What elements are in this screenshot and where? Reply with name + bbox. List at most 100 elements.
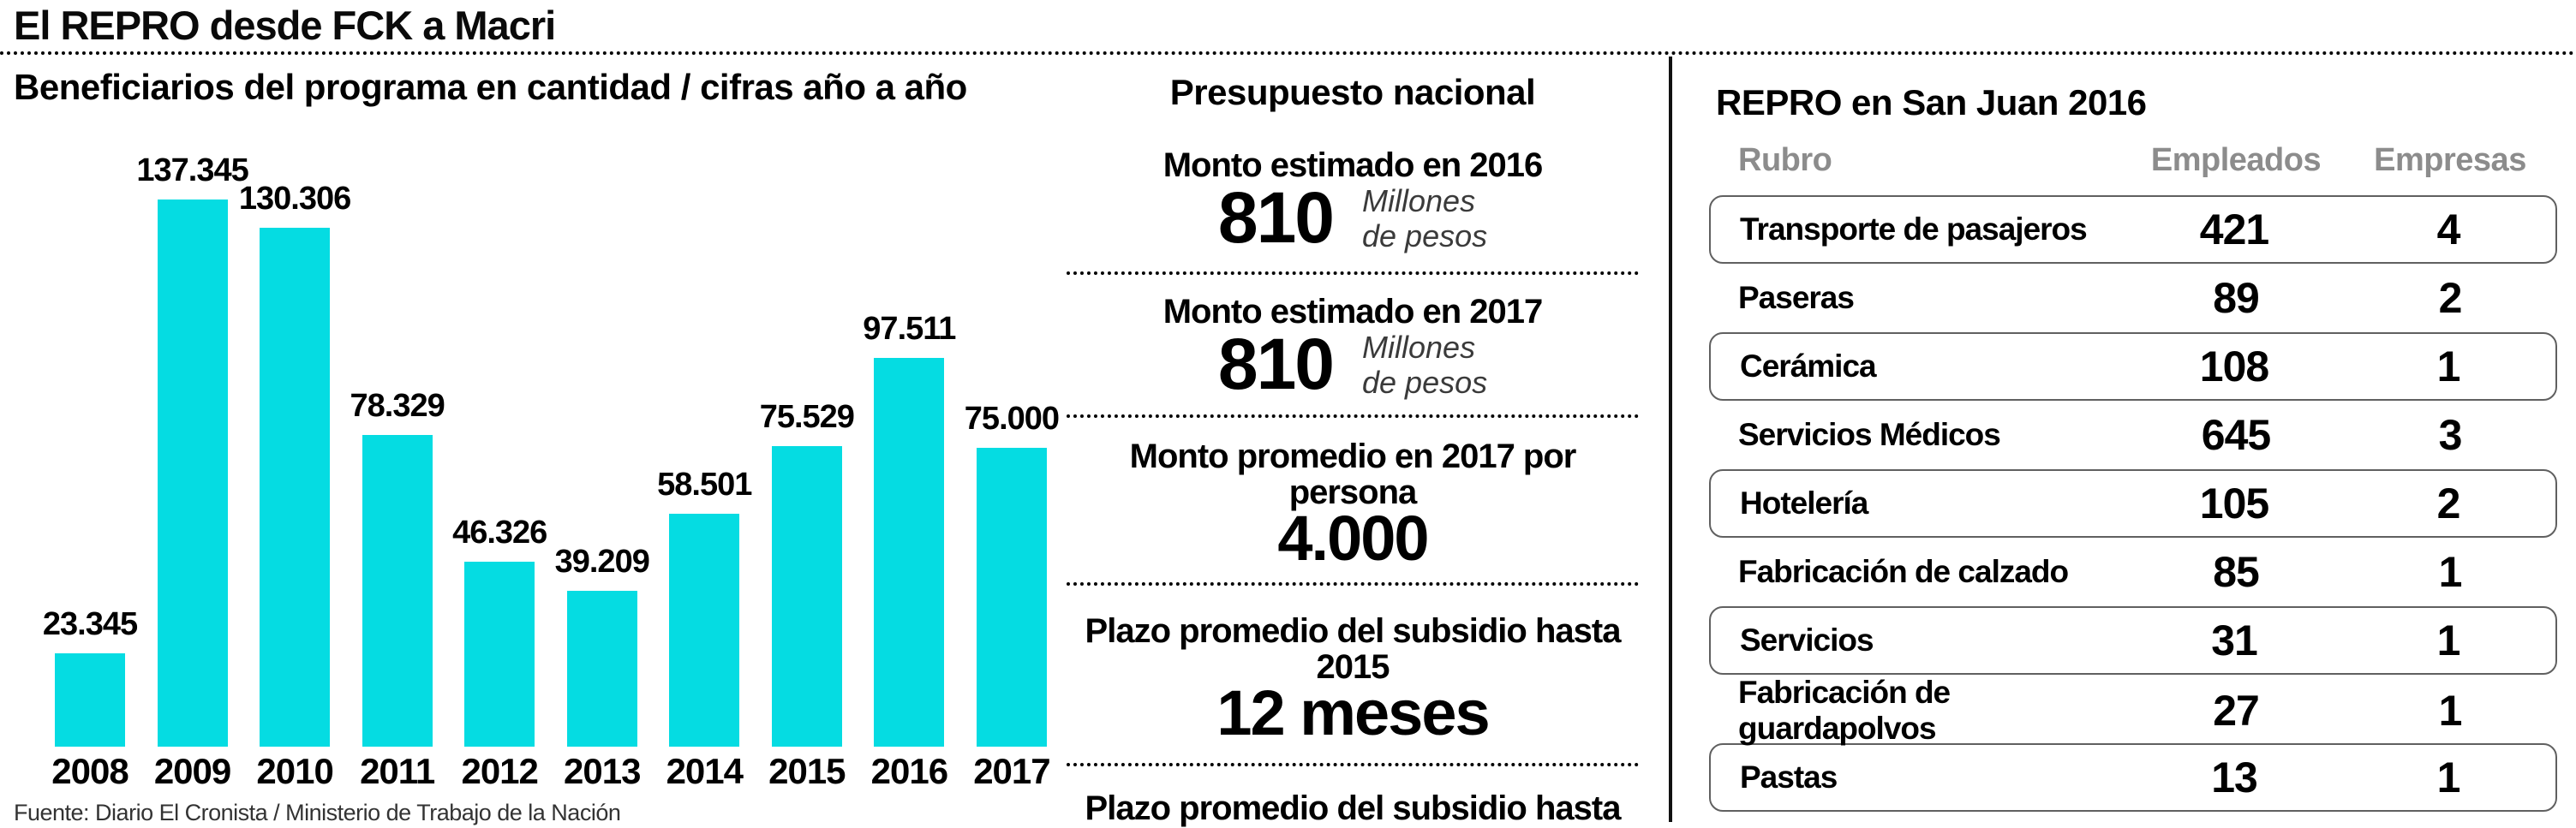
x-axis-label: 2008 (51, 751, 129, 791)
cell-rubro: Pastas (1740, 759, 1838, 795)
table-body: Transporte de pasajeros 421 4 Paseras 89 2 Cer… (1709, 195, 2557, 812)
bar-column: 75.529 2015 (760, 154, 855, 792)
budget-item-unit-line: de pesos (1362, 365, 1488, 401)
bar (771, 446, 842, 747)
cell-empresas: 3 (2438, 411, 2463, 459)
table-row: Fabricación de calzado 85 1 (1709, 538, 2557, 606)
bar-column: 39.209 2013 (555, 154, 650, 792)
column-header-empresas: Empresas (2374, 142, 2526, 178)
budget-item-value-row: 12 meses (1067, 677, 1639, 749)
dotted-separator (1067, 271, 1639, 275)
cell-empresas: 1 (2438, 687, 2463, 735)
table-row: Servicios 31 1 (1709, 606, 2557, 675)
cell-empresas: 1 (2438, 548, 2463, 596)
table-row: Fabricación de guardapolvos 27 1 (1709, 675, 2557, 746)
bar (362, 435, 433, 747)
chart-title: Beneficiarios del programa en cantidad /… (14, 67, 967, 107)
bar-value-label: 23.345 (42, 606, 138, 642)
x-axis-label: 2014 (666, 751, 744, 791)
bar (669, 514, 740, 747)
budget-item-unit-line: Millones (1362, 183, 1476, 218)
bar-value-label: 58.501 (657, 467, 752, 503)
budget-section: Presupuesto nacional Monto estimado en 2… (1067, 72, 1639, 828)
cell-rubro: Cerámica (1740, 348, 1877, 384)
budget-item-value: 810 (1217, 324, 1335, 405)
bar-column: 46.326 2012 (452, 154, 547, 792)
cell-empleados: 108 (2199, 343, 2269, 390)
budget-item-value-row: 810 Millones de pesos (1067, 324, 1639, 405)
bar (874, 358, 945, 747)
table-header-row: Rubro Empleados Empresas (1709, 142, 2557, 178)
bar-column: 130.306 2010 (239, 154, 351, 792)
bar (566, 591, 637, 747)
budget-item-unit: Millones de pesos (1362, 183, 1487, 254)
table-section: REPRO en San Juan 2016 Rubro Empleados E… (1709, 82, 2557, 812)
dotted-separator (1067, 414, 1639, 418)
cell-empleados: 13 (2211, 754, 2258, 801)
bar-column: 23.345 2008 (43, 154, 138, 792)
bar (55, 653, 125, 747)
budget-item: Monto estimado en 2017 810 Millones de peso… (1067, 294, 1639, 401)
x-axis-label: 2009 (153, 751, 231, 791)
budget-item-unit-line: de pesos (1362, 218, 1488, 254)
page-title: El REPRO desde FCK a Macri (14, 3, 556, 48)
bar-value-label: 130.306 (238, 181, 351, 217)
budget-item-unit-line: Millones (1362, 329, 1476, 365)
cell-empresas: 4 (2436, 206, 2461, 253)
cell-rubro: Hotelería (1740, 485, 1868, 521)
budget-item-value-row: 4.000 (1067, 502, 1639, 574)
budget-item: Plazo promedio del subsidio hasta 2015 12… (1067, 613, 1639, 749)
bar-value-label: 78.329 (350, 388, 445, 424)
budget-item-value: 4.000 (1277, 502, 1429, 574)
budget-item-label: Monto estimado en 2016 (1162, 146, 1544, 184)
bar (464, 562, 535, 747)
column-header-empleados: Empleados (2150, 142, 2322, 178)
x-axis-label: 2011 (360, 751, 435, 791)
budget-item: Plazo promedio del subsidio hasta 20163 … (1067, 790, 1639, 828)
cell-empleados: 89 (2213, 274, 2260, 322)
budget-item: Monto promedio en 2017 por persona 4.000 (1067, 437, 1639, 574)
cell-empleados: 85 (2213, 548, 2260, 596)
budget-item-label: Plazo promedio del subsidio hasta 2016 (1085, 789, 1622, 828)
budget-item-value: 12 meses (1216, 677, 1490, 749)
table-row: Pastas 13 1 (1709, 743, 2557, 812)
cell-empleados: 31 (2211, 617, 2258, 664)
x-axis-label: 2015 (768, 751, 846, 791)
cell-rubro: Transporte de pasajeros (1740, 211, 2088, 247)
table-row: Cerámica 108 1 (1709, 332, 2557, 401)
section-divider (1669, 57, 1672, 822)
bar-chart: 23.345 2008 137.345 2009 130.306 2010 78.329 20… (43, 152, 1060, 792)
x-axis-label: 2016 (870, 751, 948, 791)
cell-empleados: 105 (2199, 480, 2269, 527)
budget-item-label: Monto estimado en 2017 (1162, 292, 1544, 331)
budget-item-value: 810 (1217, 177, 1335, 259)
budget-item: Monto estimado en 2016 810 Millones de peso… (1067, 147, 1639, 254)
bar-value-label: 137.345 (136, 152, 248, 188)
bar-value-label: 39.209 (554, 544, 650, 580)
bar-column: 58.501 2014 (657, 154, 752, 792)
column-header-rubro: Rubro (1738, 142, 1832, 178)
bar-column: 137.345 2009 (136, 152, 248, 792)
budget-item-label: Monto promedio en 2017 por persona (1129, 437, 1577, 511)
dotted-separator (1067, 582, 1639, 587)
dotted-separator (1067, 762, 1639, 766)
bar-value-label: 46.326 (452, 515, 547, 551)
cell-empresas: 1 (2436, 343, 2461, 390)
title-dotted-rule (0, 51, 2576, 55)
cell-empresas: 2 (2438, 274, 2463, 322)
table-row: Transporte de pasajeros 421 4 (1709, 195, 2557, 264)
cell-rubro: Servicios (1740, 622, 1874, 658)
table-title: REPRO en San Juan 2016 (1716, 82, 2147, 122)
bar (260, 228, 331, 747)
cell-rubro: Fabricación de calzado (1738, 554, 2069, 589)
bar-value-label: 75.529 (759, 399, 855, 435)
budget-item-unit: Millones de pesos (1362, 330, 1487, 401)
bar (157, 200, 228, 747)
table-row: Paseras 89 2 (1709, 264, 2557, 332)
cell-empresas: 1 (2436, 754, 2461, 801)
budget-title: Presupuesto nacional (1169, 72, 1536, 112)
table-row: Servicios Médicos 645 3 (1709, 401, 2557, 469)
x-axis-label: 2013 (564, 751, 641, 791)
bar-column: 97.511 2016 (863, 154, 956, 792)
